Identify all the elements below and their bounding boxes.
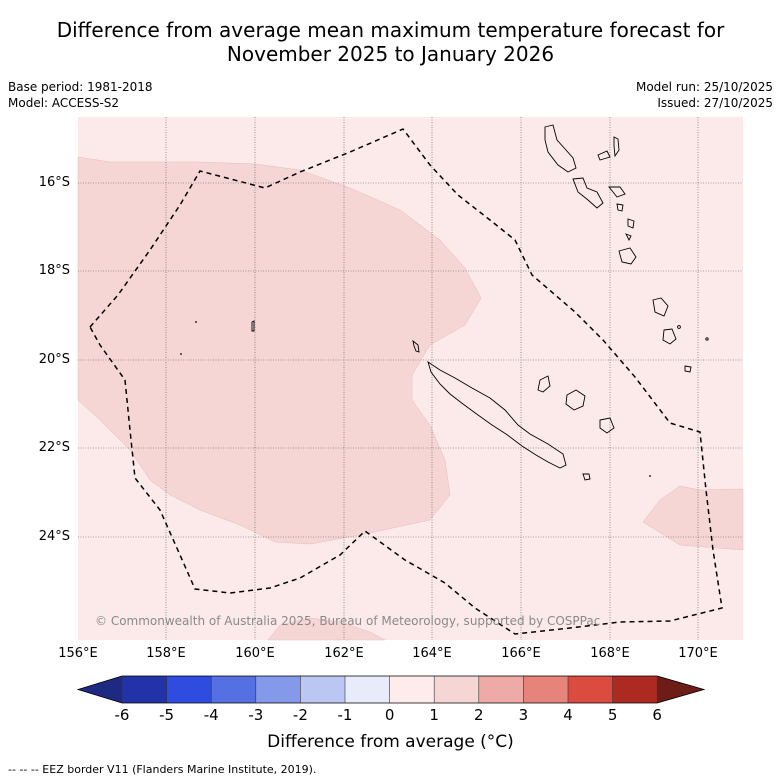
colorbar-segment [166,676,212,703]
anomaly-region-east [642,485,744,551]
base-period: Base period: 1981-2018 [8,80,153,94]
island [662,328,677,345]
colorbar-segment [434,676,480,703]
colorbar-title: Difference from average (°C) [267,732,514,752]
lon-label-162e: 162°E [324,646,364,661]
isle-of-pines [582,473,591,481]
colorbar-extend-low [78,676,122,703]
islet [180,353,182,355]
colorbar-segment [523,676,569,703]
island [618,247,637,265]
island [652,297,669,317]
title-line-1: Difference from average mean maximum tem… [56,18,725,42]
island [625,233,632,242]
colorbar-tick-label: 2 [474,706,484,724]
belep-island [412,339,420,353]
colorbar-tick-label: -2 [292,706,308,724]
lon-label-164e: 164°E [412,646,452,661]
meta-left: Base period: 1981-2018 Model: ACCESS-S2 [8,79,153,111]
colorbar-segment [255,676,301,703]
eez-legend-note: -- -- -- EEZ border V11 (Flanders Marine… [8,763,317,776]
colorbar-tick-label: -6 [114,706,130,724]
lat-label-20s: 20°S [38,352,70,367]
colorbar-segment [568,676,614,703]
gridlines [78,117,743,640]
island [613,136,620,158]
islet [677,325,681,329]
islet [705,337,709,341]
vanuatu-islands [544,124,709,373]
colorbar-tick-label: -4 [203,706,219,724]
islet [195,321,197,323]
colorbar-tick-label: 0 [384,706,395,724]
colorbar-segment [211,676,257,703]
lon-label-160e: 160°E [235,646,275,661]
colorbar-tick-label: 1 [429,706,439,724]
lon-label-156e: 156°E [58,646,98,661]
lon-label-158e: 158°E [146,646,186,661]
chesterfield-islet [251,320,255,332]
colorbar-tick-label: -3 [248,706,264,724]
lon-label-166e: 166°E [501,646,541,661]
lat-label-22s: 22°S [38,440,70,455]
island [616,203,624,212]
colorbar-segment [122,676,168,703]
lat-label-16s: 16°S [38,175,70,190]
eez-border [89,128,723,635]
island [627,218,635,229]
lat-label-18s: 18°S [38,263,70,278]
mare-island [599,417,615,434]
colorbar-tick-label: 6 [652,706,662,724]
lat-label-24s: 24°S [38,529,70,544]
islet [649,475,651,477]
colorbar-tick-label: 5 [607,706,618,724]
lon-label-168e: 168°E [590,646,630,661]
issued-date: Issued: 27/10/2025 [657,96,773,110]
anomaly-region-west [77,156,482,545]
lon-label-170e: 170°E [678,646,718,661]
colorbar-segment [478,676,524,703]
colorbar-tick-label: -5 [159,706,175,724]
colorbar [76,675,706,704]
colorbar-tick-label: 4 [563,706,573,724]
island [597,150,611,161]
colorbar-segment [389,676,435,703]
colorbar-segment [300,676,346,703]
title-line-2: November 2025 to January 2026 [226,42,555,66]
colorbar-tick-label: 3 [518,706,529,724]
model-name: Model: ACCESS-S2 [8,96,120,110]
copyright-notice: © Commonwealth of Australia 2025, Bureau… [95,614,601,628]
island [684,365,692,373]
island [544,124,577,173]
model-run: Model run: 25/10/2025 [635,80,773,94]
colorbar-segment [345,676,391,703]
colorbar-segment [612,676,658,703]
meta-right: Model run: 25/10/2025 Issued: 27/10/2025 [636,79,773,111]
anomaly-region-south [267,617,386,641]
ouvea-island [537,375,551,393]
new-caledonia [427,360,567,469]
colorbar-tick-label: -1 [337,706,353,724]
island [572,177,604,209]
lifou-island [565,389,586,411]
map-title: Difference from average mean maximum tem… [0,18,781,66]
island [608,186,626,198]
colorbar-extend-high [657,676,704,703]
